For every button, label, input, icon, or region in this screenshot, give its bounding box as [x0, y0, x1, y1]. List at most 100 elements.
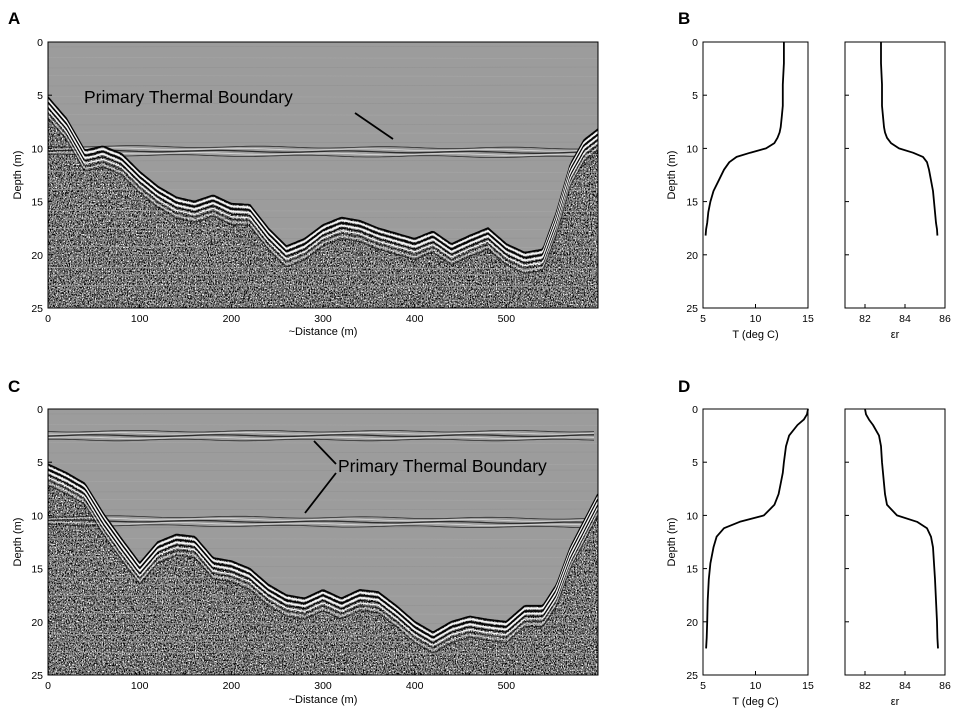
x-tick-label: 100	[131, 313, 149, 325]
bottom-reflector-band	[48, 96, 598, 254]
y-tick-label: 5	[692, 90, 698, 102]
x-tick-label: 0	[45, 313, 51, 325]
y-tick-label: 10	[31, 510, 43, 522]
radargram-a-annotation-leader	[354, 112, 394, 140]
x-tick-label: 5	[700, 680, 706, 692]
y-tick-label: 0	[692, 37, 698, 49]
bottom-reflector-band	[48, 474, 598, 643]
water-texture-line	[48, 463, 598, 465]
water-texture-line	[48, 228, 598, 230]
y-tick-label: 15	[686, 197, 698, 209]
x-tick-label: 300	[314, 680, 332, 692]
bottom-reflector-band	[48, 479, 598, 649]
thermal-boundary-reflector	[48, 147, 595, 152]
radargram-a: 0 100 200 300 400 500 0 5 10 15 20 25 ~Distance (m)…	[12, 37, 599, 338]
water-texture-line	[48, 57, 598, 59]
thermal-boundary-reflector	[48, 521, 595, 526]
water-texture-line	[48, 451, 598, 454]
water-texture-line	[48, 469, 598, 472]
x-tick-label: 5	[700, 313, 706, 325]
y-tick-label: 0	[37, 404, 43, 416]
y-tick-label: 10	[686, 143, 698, 155]
x-tick-label: 84	[899, 680, 911, 692]
x-tick-label: 400	[406, 680, 424, 692]
profile-frame	[702, 41, 809, 309]
x-tick-label: 82	[859, 680, 871, 692]
bottom-reflector-band	[48, 112, 598, 269]
profile-line	[705, 408, 809, 649]
profile-xlabel: εr	[891, 696, 900, 708]
profile-b-temperature: 5 10 15 0 5 10 15 20 25 T (deg C) Depth (m)	[666, 37, 814, 341]
water-texture-line	[48, 255, 598, 258]
water-texture-line	[48, 114, 598, 116]
water-texture-line	[48, 102, 598, 105]
radargram-a-xlabel: ~Distance (m)	[289, 326, 358, 338]
thermal-boundary-reflector	[48, 515, 595, 520]
thermal-boundary-reflector	[48, 432, 595, 435]
y-tick-label: 25	[686, 303, 698, 315]
profile-xlabel: T (deg C)	[732, 696, 778, 708]
x-tick-label: 86	[939, 680, 951, 692]
radargram-c-ylabel: Depth (m)	[12, 518, 24, 567]
profile-d-temperature: 5 10 15 0 5 10 15 20 25 T (deg C) Depth (m)	[666, 404, 814, 708]
profile-line	[864, 408, 939, 649]
profile-ylabel: Depth (m)	[666, 151, 678, 200]
profile-b-permittivity: 82 84 86 εr	[844, 41, 951, 341]
y-tick-label: 25	[31, 303, 43, 315]
x-tick-label: 500	[498, 680, 516, 692]
water-texture-line	[48, 75, 598, 77]
y-tick-label: 10	[686, 510, 698, 522]
water-texture-line	[48, 132, 598, 134]
x-tick-label: 500	[498, 313, 516, 325]
water-texture-line	[48, 273, 598, 276]
y-tick-label: 20	[686, 617, 698, 629]
x-tick-label: 86	[939, 313, 951, 325]
radargram-c-annotation-leader-1	[313, 440, 337, 465]
radargram-c-annotation-leader-2	[304, 472, 337, 514]
water-texture-line	[48, 141, 598, 144]
water-texture-line	[48, 45, 598, 48]
y-tick-label: 20	[31, 617, 43, 629]
water-texture-line	[48, 84, 598, 87]
bottom-reflector-band	[48, 109, 598, 266]
x-tick-label: 0	[45, 680, 51, 692]
bottom-reflector-band	[48, 466, 598, 636]
y-tick-label: 25	[31, 670, 43, 682]
y-tick-label: 0	[37, 37, 43, 49]
y-tick-label: 15	[686, 564, 698, 576]
x-tick-label: 10	[750, 680, 762, 692]
thermal-boundary-reflector	[48, 153, 595, 158]
panel-letter-b: B	[678, 9, 690, 28]
water-texture-line	[48, 640, 598, 643]
water-texture-line	[48, 538, 598, 540]
y-tick-label: 20	[686, 250, 698, 262]
water-texture-line	[48, 66, 598, 69]
thermal-boundary-reflector	[48, 145, 595, 150]
water-texture-line	[48, 123, 598, 126]
panel-letter-d: D	[678, 377, 690, 396]
radargram-a-bottom	[48, 96, 598, 274]
profile-frame	[702, 408, 809, 676]
radargram-c-annotation: Primary Thermal Boundary	[338, 456, 547, 476]
bottom-reflector-band	[48, 468, 598, 638]
bottom-reflector-band	[48, 107, 598, 264]
x-tick-label: 15	[802, 313, 814, 325]
water-texture-line	[48, 556, 598, 558]
thermal-boundary-reflector	[48, 517, 595, 522]
y-tick-label: 15	[31, 564, 43, 576]
water-texture-line	[48, 442, 598, 444]
water-texture-line	[48, 159, 598, 162]
profile-frame	[844, 408, 946, 676]
y-tick-label: 15	[31, 197, 43, 209]
water-texture-line	[48, 613, 598, 615]
bottom-reflector-band	[48, 117, 598, 274]
x-tick-label: 200	[223, 680, 241, 692]
water-texture-line	[48, 267, 598, 269]
thermal-boundary-reflector	[48, 436, 595, 439]
radargram-c-xlabel: ~Distance (m)	[289, 694, 358, 706]
water-texture-line	[48, 412, 598, 415]
radargram-c-bottom	[48, 463, 598, 654]
bottom-reflector-band	[48, 99, 598, 256]
water-texture-line	[48, 216, 598, 219]
